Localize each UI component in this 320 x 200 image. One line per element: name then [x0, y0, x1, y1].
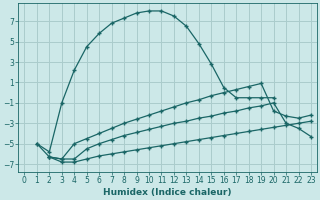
X-axis label: Humidex (Indice chaleur): Humidex (Indice chaleur) [103, 188, 232, 197]
